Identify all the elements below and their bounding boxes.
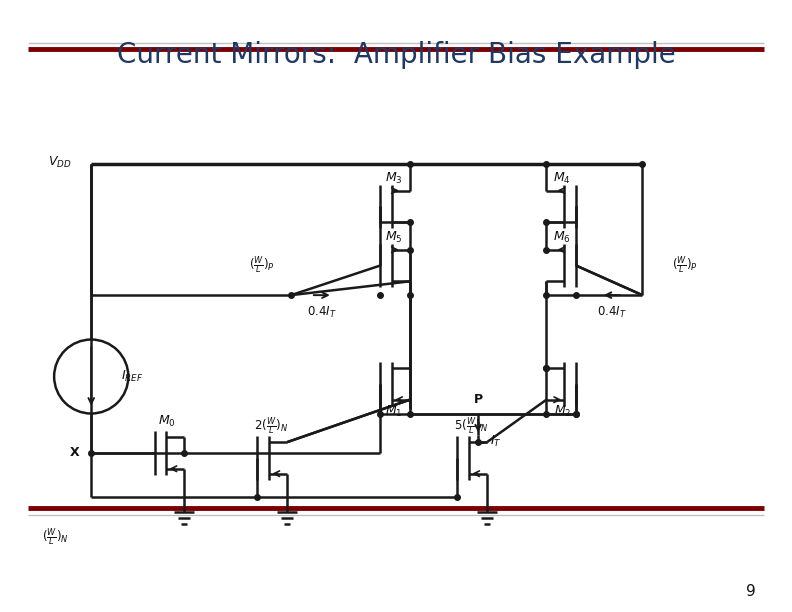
Text: P: P: [474, 393, 482, 406]
Text: $M_1$: $M_1$: [385, 404, 403, 419]
Text: $I_{REF}$: $I_{REF}$: [121, 369, 143, 384]
Text: $M_4$: $M_4$: [554, 171, 571, 186]
Text: $5(\frac{W}{L})_N$: $5(\frac{W}{L})_N$: [454, 416, 489, 437]
Text: $(\frac{W}{L})_P$: $(\frac{W}{L})_P$: [672, 255, 698, 277]
Text: $(\frac{W}{L})_P$: $(\frac{W}{L})_P$: [249, 255, 276, 277]
Text: $0.4I_T$: $0.4I_T$: [597, 305, 626, 321]
Text: $V_{DD}$: $V_{DD}$: [48, 154, 71, 170]
Text: $M_0$: $M_0$: [158, 414, 175, 429]
Text: $M_5$: $M_5$: [385, 230, 403, 245]
Text: $(\frac{W}{L})_N$: $(\frac{W}{L})_N$: [42, 526, 69, 548]
Text: 9: 9: [746, 584, 756, 599]
Text: X: X: [70, 447, 79, 460]
Text: $0.4I_T$: $0.4I_T$: [307, 305, 337, 321]
Text: $M_3$: $M_3$: [385, 171, 403, 186]
Text: Current Mirrors:  Amplifier Bias Example: Current Mirrors: Amplifier Bias Example: [116, 42, 676, 69]
Text: $I_T$: $I_T$: [490, 433, 501, 449]
Text: $2(\frac{W}{L})_N$: $2(\frac{W}{L})_N$: [254, 416, 288, 437]
Text: $M_2$: $M_2$: [554, 404, 571, 419]
Text: $M_6$: $M_6$: [554, 230, 571, 245]
